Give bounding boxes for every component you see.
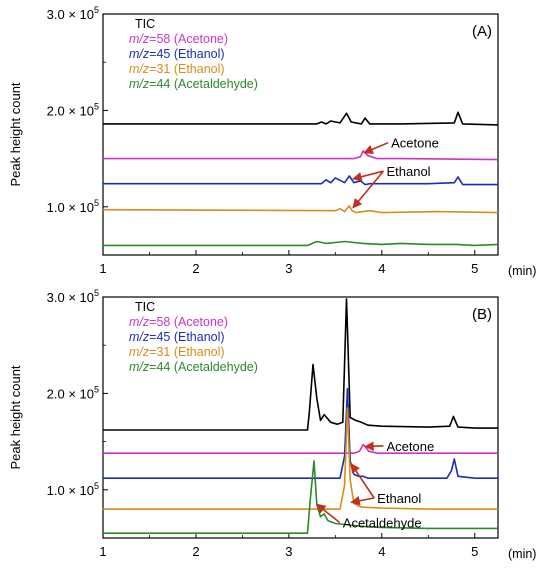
- y-tick-label: 2.0 × 105: [47, 384, 99, 401]
- y-tick-exponent: 5: [94, 288, 99, 298]
- x-tick-label: 4: [378, 261, 385, 276]
- y-tick-label: 3.0 × 105: [47, 5, 99, 22]
- series-line-2: [103, 176, 498, 185]
- y-tick-exponent: 5: [94, 5, 99, 15]
- annotation-arrow: [353, 171, 383, 208]
- legend-label: =44 (Acetaldehyde): [149, 360, 258, 374]
- legend-mz-prefix: m/z: [129, 62, 150, 76]
- legend-entry: m/z=31 (Ethanol): [129, 62, 225, 76]
- y-axis-label: Peak height count: [8, 365, 23, 469]
- legend-label: =45 (Ethanol): [149, 47, 224, 61]
- annotation-label: Acetone: [391, 136, 439, 151]
- x-tick-label: 2: [192, 261, 199, 276]
- y-tick-mantissa: 1.0: [47, 483, 65, 498]
- x-tick-label: 1: [99, 261, 106, 276]
- series-line-4: [103, 461, 498, 533]
- legend-mz-prefix: m/z: [129, 360, 150, 374]
- y-tick-sep: × 10: [65, 290, 94, 305]
- y-tick-exponent: 5: [94, 198, 99, 208]
- series-line-1: [103, 445, 498, 454]
- annotation-label: Ethanol: [386, 164, 430, 179]
- y-tick-sep: × 10: [65, 103, 94, 118]
- x-axis-unit: (min): [508, 547, 536, 561]
- series-line-3: [103, 408, 498, 509]
- series-line-3: [103, 206, 498, 213]
- y-tick-exponent: 5: [94, 384, 99, 394]
- annotation-label: Acetone: [386, 439, 434, 454]
- legend-entry: m/z=45 (Ethanol): [129, 330, 225, 344]
- legend-label: =58 (Acetone): [149, 32, 228, 46]
- annotation-label: Ethanol: [377, 491, 421, 506]
- legend-entry: m/z=58 (Acetone): [129, 315, 228, 329]
- legend-label: TIC: [135, 17, 155, 31]
- legend-label: =58 (Acetone): [149, 315, 228, 329]
- legend-entry: m/z=44 (Acetaldehyde): [129, 77, 258, 91]
- x-tick-label: 3: [285, 261, 292, 276]
- y-tick-exponent: 5: [94, 481, 99, 491]
- legend-mz-prefix: m/z: [129, 77, 150, 91]
- y-tick-mantissa: 3.0: [47, 290, 65, 305]
- y-axis-label: Peak height count: [8, 82, 23, 186]
- legend-mz-prefix: m/z: [129, 345, 150, 359]
- x-tick-label: 1: [99, 544, 106, 559]
- legend-label: =44 (Acetaldehyde): [149, 77, 258, 91]
- series-line-0: [103, 112, 498, 125]
- x-tick-label: 2: [192, 544, 199, 559]
- legend-label: TIC: [135, 300, 155, 314]
- y-tick-sep: × 10: [65, 7, 94, 22]
- y-tick-sep: × 10: [65, 483, 94, 498]
- legend-mz-prefix: m/z: [129, 330, 150, 344]
- series-line-2: [103, 389, 498, 479]
- annotation-label: Acetaldehyde: [343, 516, 422, 531]
- legend-label: =31 (Ethanol): [149, 345, 224, 359]
- legend-entry: m/z=45 (Ethanol): [129, 47, 225, 61]
- annotation-arrow: [364, 143, 388, 153]
- y-tick-mantissa: 1.0: [47, 200, 65, 215]
- legend-entry: TIC: [135, 300, 155, 314]
- legend-entry: m/z=58 (Acetone): [129, 32, 228, 46]
- panel-label: (B): [472, 306, 492, 323]
- y-tick-sep: × 10: [65, 200, 94, 215]
- x-axis-unit: (min): [508, 264, 536, 278]
- legend-mz-prefix: m/z: [129, 47, 150, 61]
- y-tick-label: 3.0 × 105: [47, 288, 99, 305]
- legend-mz-prefix: m/z: [129, 315, 150, 329]
- annotation-arrow: [351, 498, 374, 502]
- legend-entry: m/z=31 (Ethanol): [129, 345, 225, 359]
- y-tick-mantissa: 2.0: [47, 103, 65, 118]
- y-tick-label: 2.0 × 105: [47, 101, 99, 118]
- y-tick-mantissa: 2.0: [47, 386, 65, 401]
- x-tick-label: 3: [285, 544, 292, 559]
- legend-mz-prefix: m/z: [129, 32, 150, 46]
- legend-entry: m/z=44 (Acetaldehyde): [129, 360, 258, 374]
- annotation-arrow: [351, 464, 374, 498]
- x-tick-label: 5: [471, 544, 478, 559]
- legend-entry: TIC: [135, 17, 155, 31]
- x-tick-label: 4: [378, 544, 385, 559]
- y-tick-label: 1.0 × 105: [47, 481, 99, 498]
- y-tick-exponent: 5: [94, 101, 99, 111]
- y-tick-label: 1.0 × 105: [47, 198, 99, 215]
- y-tick-mantissa: 3.0: [47, 7, 65, 22]
- legend-label: =45 (Ethanol): [149, 330, 224, 344]
- series-line-4: [103, 242, 498, 246]
- x-tick-label: 5: [471, 261, 478, 276]
- series-line-1: [103, 151, 498, 160]
- legend-label: =31 (Ethanol): [149, 62, 224, 76]
- panel-label: (A): [472, 23, 492, 40]
- y-tick-sep: × 10: [65, 386, 94, 401]
